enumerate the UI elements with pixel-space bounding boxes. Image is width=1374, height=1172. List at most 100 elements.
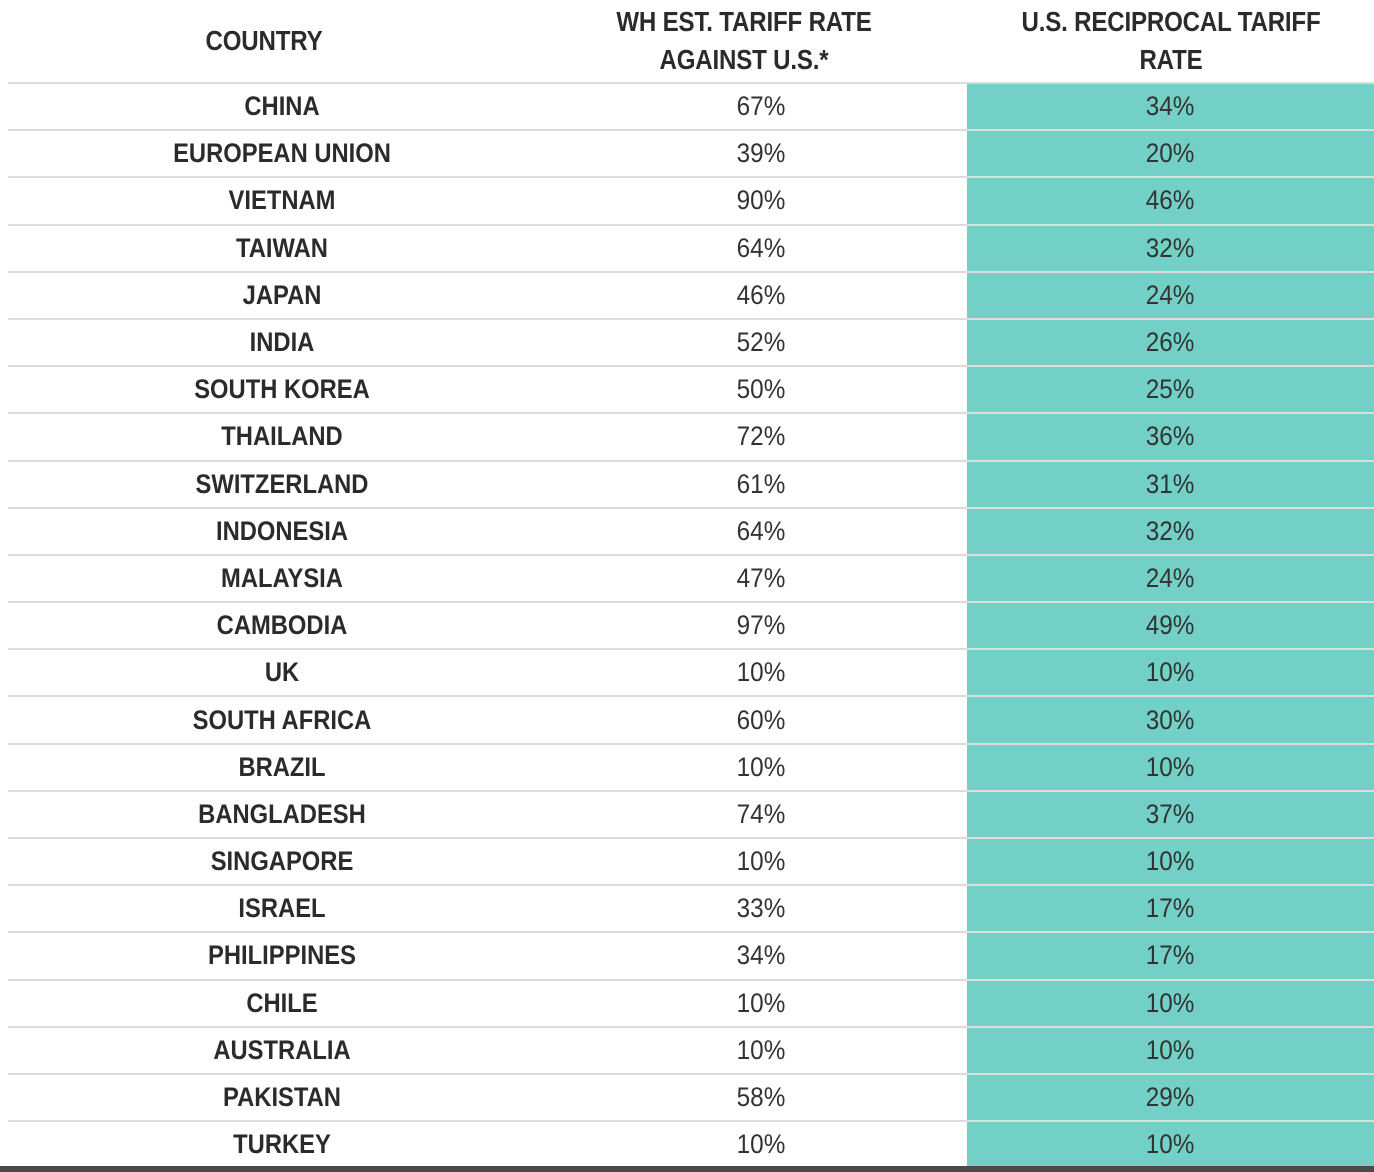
us-reciprocal-tariff-value: 10%	[1146, 846, 1195, 877]
us-reciprocal-tariff-value: 10%	[1146, 987, 1195, 1018]
us-reciprocal-tariff-cell: 34%	[967, 84, 1374, 130]
table-row: INDONESIA 64% 32%	[8, 508, 1374, 556]
country-cell: SOUTH AFRICA	[192, 704, 372, 735]
country-cell: PAKISTAN	[223, 1082, 341, 1113]
us-reciprocal-tariff-value: 26%	[1146, 327, 1195, 358]
wh-est-tariff-cell: 61%	[736, 468, 786, 499]
table-row: PHILIPPINES 34% 17%	[8, 933, 1374, 981]
wh-est-tariff-cell: 46%	[736, 279, 786, 310]
wh-est-tariff-cell: 10%	[736, 846, 786, 877]
wh-est-tariff-cell: 97%	[736, 610, 786, 641]
us-reciprocal-tariff-cell: 36%	[967, 414, 1374, 460]
table-row: SOUTH AFRICA 60% 30%	[8, 697, 1374, 745]
country-cell: CAMBODIA	[216, 610, 348, 641]
table-row: CHINA 67% 34%	[8, 84, 1374, 132]
column-header-us-reciprocal-tariff-rate: U.S. RECIPROCAL TARIFF RATE	[1021, 6, 1321, 75]
wh-est-tariff-cell: 47%	[736, 562, 786, 593]
us-reciprocal-tariff-value: 46%	[1146, 185, 1195, 216]
wh-est-tariff-cell: 39%	[736, 138, 786, 169]
wh-est-tariff-cell: 72%	[736, 421, 786, 452]
us-reciprocal-tariff-value: 32%	[1146, 515, 1195, 546]
table-row: TURKEY 10% 10%	[8, 1122, 1374, 1170]
us-reciprocal-tariff-cell: 32%	[967, 225, 1374, 271]
country-cell: BANGLADESH	[198, 798, 366, 829]
us-reciprocal-tariff-cell: 37%	[967, 791, 1374, 837]
country-cell: INDIA	[249, 327, 315, 358]
us-reciprocal-tariff-cell: 49%	[967, 603, 1374, 649]
us-reciprocal-tariff-cell: 10%	[967, 744, 1374, 790]
us-reciprocal-tariff-value: 31%	[1146, 468, 1195, 499]
wh-est-tariff-cell: 64%	[736, 232, 786, 263]
us-reciprocal-tariff-value: 30%	[1146, 704, 1195, 735]
wh-est-tariff-cell: 10%	[736, 987, 786, 1018]
us-reciprocal-tariff-value: 17%	[1146, 940, 1195, 971]
country-cell: MALAYSIA	[221, 562, 343, 593]
us-reciprocal-tariff-cell: 24%	[967, 555, 1374, 602]
us-reciprocal-tariff-cell: 10%	[967, 650, 1374, 696]
wh-est-tariff-cell: 33%	[736, 893, 786, 924]
us-reciprocal-tariff-cell: 32%	[967, 508, 1374, 554]
us-reciprocal-tariff-cell: 10%	[967, 1027, 1374, 1073]
us-reciprocal-tariff-value: 49%	[1146, 610, 1195, 641]
table-row: BANGLADESH 74% 37%	[8, 791, 1374, 839]
wh-est-tariff-cell: 34%	[736, 940, 786, 971]
us-reciprocal-tariff-cell: 26%	[967, 319, 1374, 366]
table-row: BRAZIL 10% 10%	[8, 744, 1374, 792]
table-row: CHILE 10% 10%	[8, 980, 1374, 1028]
table-row: VIETNAM 90% 46%	[8, 178, 1374, 226]
table-row: THAILAND 72% 36%	[8, 414, 1374, 462]
wh-est-tariff-cell: 10%	[736, 657, 786, 688]
country-cell: JAPAN	[242, 279, 322, 310]
country-cell: PHILIPPINES	[208, 940, 356, 971]
table-row: EUROPEAN UNION 39% 20%	[8, 131, 1374, 179]
us-reciprocal-tariff-value: 10%	[1146, 1034, 1195, 1065]
wh-est-tariff-cell: 58%	[736, 1082, 786, 1113]
wh-est-tariff-cell: 10%	[736, 1034, 786, 1065]
us-reciprocal-tariff-value: 24%	[1146, 562, 1195, 593]
table-row: PAKISTAN 58% 29%	[8, 1074, 1374, 1123]
us-reciprocal-tariff-value: 20%	[1146, 138, 1195, 169]
us-reciprocal-tariff-value: 37%	[1146, 798, 1195, 829]
country-cell: UK	[264, 657, 300, 688]
us-reciprocal-tariff-cell: 46%	[967, 178, 1374, 224]
us-reciprocal-tariff-value: 10%	[1146, 1129, 1195, 1160]
table-row: SINGAPORE 10% 10%	[8, 839, 1374, 887]
table-row: TAIWAN 64% 32%	[8, 225, 1374, 273]
us-reciprocal-tariff-value: 10%	[1146, 657, 1195, 688]
table-row: MALAYSIA 47% 24%	[8, 555, 1374, 604]
table-row: UK 10% 10%	[8, 650, 1374, 698]
table-row: AUSTRALIA 10% 10%	[8, 1027, 1374, 1075]
us-reciprocal-tariff-cell: 30%	[967, 697, 1374, 743]
tariff-table: COUNTRY WH EST. TARIFF RATE AGAINST U.S.…	[8, 0, 1374, 1170]
country-cell: CHILE	[246, 987, 318, 1018]
us-reciprocal-tariff-cell: 17%	[967, 933, 1374, 979]
us-reciprocal-tariff-cell: 17%	[967, 886, 1374, 932]
table-row: JAPAN 46% 24%	[8, 272, 1374, 320]
country-cell: SOUTH KOREA	[194, 374, 370, 405]
us-reciprocal-tariff-value: 10%	[1146, 751, 1195, 782]
us-reciprocal-tariff-value: 32%	[1146, 232, 1195, 263]
country-cell: AUSTRALIA	[213, 1034, 351, 1065]
us-reciprocal-tariff-value: 34%	[1146, 91, 1195, 122]
us-reciprocal-tariff-cell: 29%	[967, 1074, 1374, 1121]
column-header-wh-est-tariff-rate: WH EST. TARIFF RATE AGAINST U.S.*	[616, 6, 872, 75]
country-cell: THAILAND	[221, 421, 343, 452]
table-body: CHINA 67% 34% EUROPEAN UNION 39% 20% VIETNAM 90…	[8, 84, 1374, 1170]
country-cell: EUROPEAN UNION	[173, 138, 391, 169]
country-cell: SWITZERLAND	[195, 468, 369, 499]
wh-est-tariff-cell: 52%	[736, 327, 786, 358]
us-reciprocal-tariff-cell: 10%	[967, 839, 1374, 885]
us-reciprocal-tariff-value: 25%	[1146, 374, 1195, 405]
table-row: SWITZERLAND 61% 31%	[8, 461, 1374, 509]
us-reciprocal-tariff-cell: 31%	[967, 461, 1374, 507]
us-reciprocal-tariff-value: 24%	[1146, 279, 1195, 310]
us-reciprocal-tariff-value: 29%	[1146, 1082, 1195, 1113]
table-row: CAMBODIA 97% 49%	[8, 603, 1374, 651]
us-reciprocal-tariff-cell: 10%	[967, 980, 1374, 1026]
country-cell: TURKEY	[233, 1129, 331, 1160]
country-cell: SINGAPORE	[210, 846, 354, 877]
column-header-country: COUNTRY	[205, 25, 323, 56]
us-reciprocal-tariff-cell: 24%	[967, 272, 1374, 318]
wh-est-tariff-cell: 64%	[736, 515, 786, 546]
wh-est-tariff-cell: 10%	[736, 1129, 786, 1160]
